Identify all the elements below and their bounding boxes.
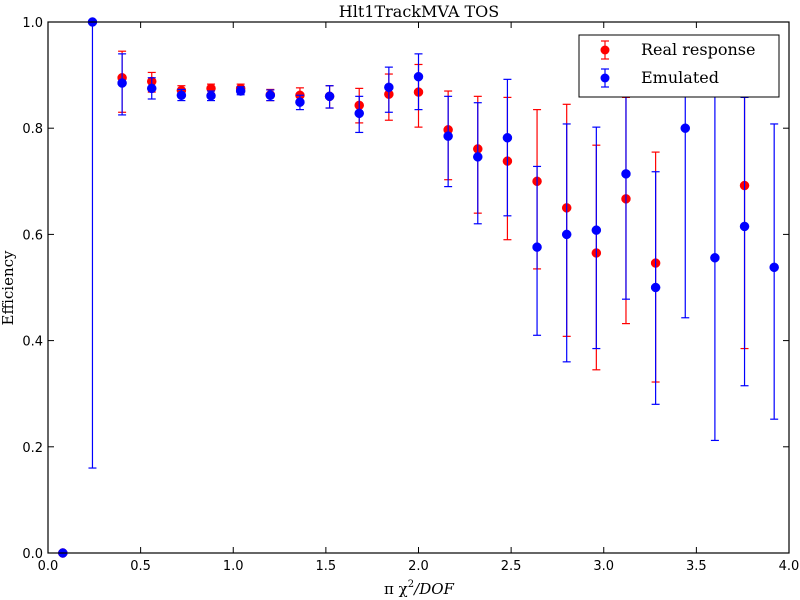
data-point: [265, 90, 276, 101]
y-axis-label: Efficiency: [0, 250, 17, 326]
legend-box: [578, 34, 780, 98]
x-tick-label: 0.5: [130, 559, 151, 574]
legend-label: Real response: [641, 40, 755, 59]
x-tick-label: 1.0: [223, 559, 244, 574]
data-point: [443, 131, 453, 141]
plot-area: 0.0 0.5 1.0 1.5 2.0 2.5 3.0 3.5 4.0 0.0 0.2 0.4 0.6 0…: [22, 16, 799, 574]
y-tick-label: 0.0: [22, 547, 43, 562]
x-tick-label: 3.0: [593, 559, 614, 574]
data-point: [176, 90, 187, 101]
x-axis-label: π χ2/DOF: [384, 579, 454, 598]
x-tick-label: 2.5: [501, 559, 522, 574]
data-point: [384, 82, 394, 93]
legend: Real response Emulated: [578, 34, 780, 98]
x-tick-label: 2.0: [408, 559, 429, 574]
plot-frame: [47, 21, 790, 554]
chart-title: Hlt1TrackMVA TOS: [339, 2, 499, 21]
data-point: [413, 71, 424, 82]
series-emulated: [58, 17, 779, 558]
data-point: [710, 253, 720, 263]
data-point: [324, 91, 335, 102]
legend-marker: [600, 45, 610, 55]
data-point: [769, 262, 779, 273]
y-tick-label: 0.4: [22, 335, 43, 350]
y-tick-label: 0.2: [22, 441, 43, 456]
data-point: [680, 123, 691, 133]
x-tick-label: 0.0: [38, 559, 59, 574]
data-point: [146, 83, 157, 94]
data-point: [650, 282, 661, 293]
data-point: [502, 133, 513, 143]
series-real-response: [58, 50, 750, 558]
x-tick-label: 4.0: [779, 559, 800, 574]
x-axis-label-main: π χ: [384, 580, 408, 598]
x-tick-label: 3.5: [686, 559, 707, 574]
data-point: [354, 108, 364, 119]
data-point: [295, 97, 305, 107]
data-point: [561, 229, 572, 240]
data-point: [206, 91, 216, 101]
y-tick-label: 0.8: [22, 122, 43, 137]
legend-label: Emulated: [641, 68, 719, 87]
data-point: [739, 221, 750, 232]
data-point: [532, 242, 542, 252]
y-tick-label: 1.0: [22, 16, 43, 31]
legend-marker: [600, 73, 610, 83]
x-tick-label: 1.5: [316, 559, 337, 574]
data-point: [621, 169, 631, 179]
data-point: [473, 152, 483, 162]
data-point: [235, 86, 246, 96]
data-point: [591, 225, 602, 235]
x-axis-label-rest: /DOF: [412, 580, 454, 598]
y-tick-label: 0.6: [22, 228, 43, 243]
data-point: [117, 78, 127, 88]
x-axis-label-superscript: 2: [408, 579, 414, 590]
